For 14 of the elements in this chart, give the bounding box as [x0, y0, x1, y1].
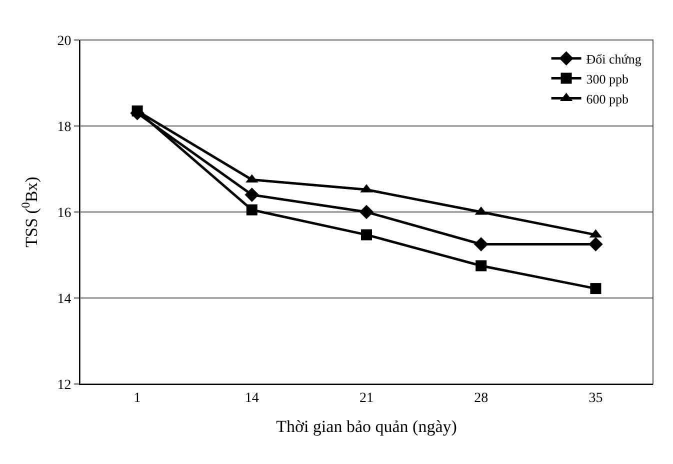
y-tick-label: 18 — [57, 120, 72, 135]
x-tick-label: 35 — [588, 390, 603, 406]
y-tick-label: 16 — [57, 206, 72, 221]
y-tick-label: 20 — [57, 34, 72, 49]
x-tick-label: 28 — [474, 390, 488, 406]
x-axis-title: Thời gian bảo quản (ngày) — [276, 417, 457, 436]
legend-label: 600 ppb — [586, 91, 629, 106]
x-tick-label: 1 — [134, 390, 141, 406]
y-tick-label: 12 — [57, 378, 72, 393]
y-tick-label: 14 — [57, 292, 72, 307]
legend-label: 300 ppb — [586, 71, 629, 86]
x-tick-label: 14 — [244, 390, 259, 406]
x-tick-label: 21 — [360, 390, 374, 406]
legend-label: Đối chứng — [586, 51, 642, 66]
